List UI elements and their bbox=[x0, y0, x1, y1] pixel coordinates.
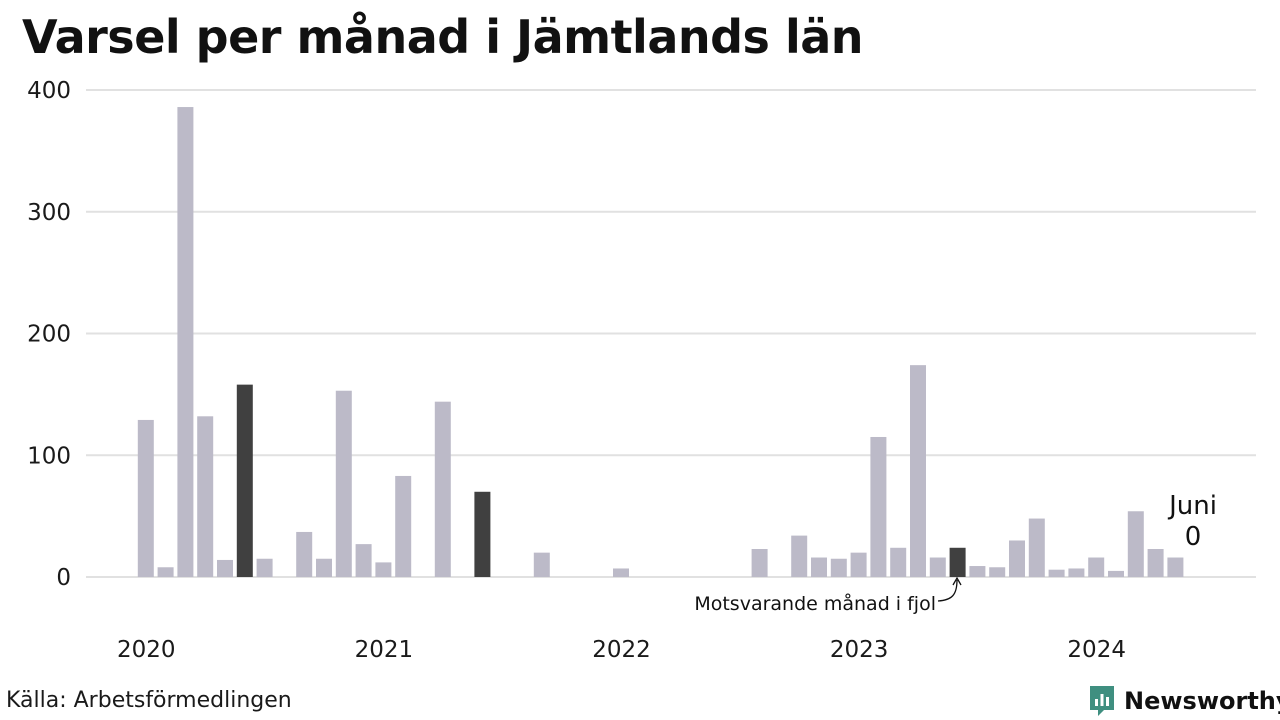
bar-2021-05 bbox=[434, 401, 451, 577]
newsworthy-logo-icon bbox=[1090, 686, 1114, 716]
bar-2021-01 bbox=[355, 544, 372, 577]
x-tick-label: 2023 bbox=[830, 637, 889, 663]
y-tick-label: 400 bbox=[27, 78, 71, 104]
bar-chart: 0 100 200 300 400 2020 2021 2022 2023 2024 Juni … bbox=[27, 78, 1256, 663]
y-tick-label: 300 bbox=[27, 200, 71, 226]
bar-2020-04 bbox=[177, 107, 194, 578]
bar-2023-07 bbox=[949, 547, 966, 577]
bar-2020-06 bbox=[217, 559, 233, 577]
bar-2023-03 bbox=[870, 436, 887, 577]
grid-lines bbox=[86, 89, 1256, 578]
bar-2024-04 bbox=[1127, 511, 1144, 577]
brand-name: Newsworthy bbox=[1124, 687, 1280, 715]
bar-2023-10 bbox=[1009, 540, 1025, 577]
bar-2023-01 bbox=[830, 558, 847, 577]
y-tick-label: 0 bbox=[56, 565, 71, 591]
brand-logo: Newsworthy bbox=[1088, 684, 1280, 718]
x-tick-label: 2021 bbox=[355, 637, 414, 663]
y-tick-label: 100 bbox=[27, 443, 71, 469]
x-tick-label: 2022 bbox=[592, 637, 651, 663]
bar-2020-12 bbox=[335, 390, 352, 577]
bar-2023-12 bbox=[1048, 569, 1065, 577]
bar-2021-03 bbox=[395, 475, 412, 577]
x-tick-label: 2020 bbox=[117, 637, 176, 663]
bar-2023-04 bbox=[890, 547, 907, 577]
bar-2021-07 bbox=[474, 491, 491, 577]
bar-2022-02 bbox=[613, 568, 629, 577]
latest-month-value: 0 bbox=[1185, 522, 1202, 552]
bar-2023-06 bbox=[929, 557, 946, 577]
bar-2023-11 bbox=[1028, 518, 1045, 577]
bar-2022-11 bbox=[791, 535, 808, 577]
bar-2023-02 bbox=[850, 552, 867, 577]
x-axis-ticks: 2020 2021 2022 2023 2024 bbox=[117, 637, 1126, 663]
bar-2020-03 bbox=[157, 567, 174, 577]
last-year-label: Motsvarande månad i fjol bbox=[694, 592, 936, 615]
source-note: Källa: Arbetsförmedlingen bbox=[6, 688, 292, 713]
bar-2024-03 bbox=[1108, 570, 1124, 577]
latest-month-label: Juni bbox=[1167, 491, 1217, 521]
bar-2020-07 bbox=[236, 384, 253, 577]
bar-2024-01 bbox=[1068, 568, 1085, 577]
annotations: Juni 0 Motsvarande månad i fjol bbox=[694, 491, 1217, 615]
x-tick-label: 2024 bbox=[1067, 637, 1126, 663]
bar-2022-09 bbox=[751, 548, 768, 577]
bar-2024-06 bbox=[1167, 557, 1184, 577]
bar-2022-12 bbox=[811, 557, 827, 577]
y-axis-ticks: 0 100 200 300 400 bbox=[27, 78, 71, 591]
bar-2023-05 bbox=[910, 365, 926, 577]
bar-2021-10 bbox=[533, 552, 550, 577]
bar-2024-02 bbox=[1088, 557, 1105, 577]
bar-2020-02 bbox=[137, 419, 154, 577]
chart-title: Varsel per månad i Jämtlands län bbox=[22, 10, 864, 64]
bars bbox=[137, 107, 1184, 578]
bar-2020-10 bbox=[296, 531, 313, 577]
bar-2023-09 bbox=[989, 567, 1006, 577]
bar-2020-08 bbox=[256, 558, 273, 577]
last-year-arrowhead bbox=[952, 576, 962, 586]
bar-2021-02 bbox=[375, 562, 392, 577]
bar-2020-05 bbox=[197, 416, 214, 577]
last-year-arrow bbox=[937, 579, 958, 602]
bar-2020-11 bbox=[316, 558, 332, 577]
y-tick-label: 200 bbox=[27, 322, 71, 348]
bar-2023-08 bbox=[969, 566, 986, 577]
bar-2024-05 bbox=[1147, 548, 1164, 577]
